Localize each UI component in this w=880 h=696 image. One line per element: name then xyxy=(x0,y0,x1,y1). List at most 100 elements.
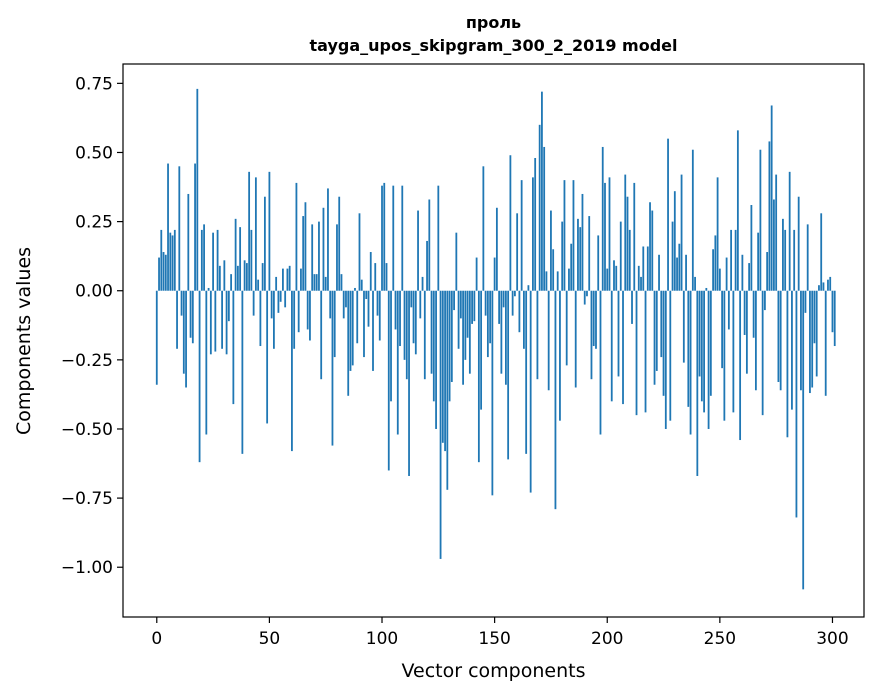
bar-116 xyxy=(417,210,419,291)
bar-106 xyxy=(394,290,397,330)
bar-136 xyxy=(462,290,464,385)
bar-276 xyxy=(777,290,780,382)
bar-27 xyxy=(216,229,219,291)
bar-118 xyxy=(421,276,424,291)
bar-21 xyxy=(203,224,205,291)
bar-55 xyxy=(279,290,282,302)
bar-181 xyxy=(563,180,566,291)
bar-292 xyxy=(813,290,816,344)
bar-192 xyxy=(588,216,591,291)
bar-284 xyxy=(795,290,798,518)
x-tick-label: 300 xyxy=(816,629,848,649)
bar-46 xyxy=(259,290,262,347)
bar-70 xyxy=(313,274,316,291)
bar-252 xyxy=(723,290,726,421)
bar-242 xyxy=(700,290,703,402)
bar-280 xyxy=(786,290,789,438)
bar-246 xyxy=(709,290,712,396)
bar-73 xyxy=(320,290,323,380)
bar-189 xyxy=(581,193,584,291)
bar-275 xyxy=(775,174,778,291)
bar-44 xyxy=(254,177,257,291)
bar-293 xyxy=(815,290,818,377)
bar-132 xyxy=(453,290,455,311)
bar-162 xyxy=(520,180,523,291)
x-axis-label: Vector components xyxy=(402,660,586,682)
bar-98 xyxy=(376,290,379,316)
bar-90 xyxy=(358,213,361,291)
bar-207 xyxy=(622,290,624,405)
bar-202 xyxy=(610,290,613,402)
bar-130 xyxy=(448,290,451,402)
bar-184 xyxy=(570,243,573,291)
bar-285 xyxy=(797,196,800,291)
bar-111 xyxy=(405,290,408,380)
bar-179 xyxy=(559,290,561,421)
bar-230 xyxy=(673,191,676,291)
bar-255 xyxy=(730,229,733,291)
y-tick-label: 0.00 xyxy=(75,282,113,302)
bar-166 xyxy=(529,290,532,493)
bar-270 xyxy=(764,290,766,311)
bar-193 xyxy=(590,290,593,380)
bar-241 xyxy=(698,290,701,377)
bar-222 xyxy=(655,290,658,371)
bar-231 xyxy=(676,257,678,291)
bar-133 xyxy=(455,232,458,291)
chart-subtitle: tayga_upos_skipgram_300_2_2019 model xyxy=(310,36,678,55)
bar-131 xyxy=(450,290,453,382)
y-tick-label: −1.00 xyxy=(61,558,113,578)
bar-71 xyxy=(315,274,318,291)
bar-88 xyxy=(354,287,356,291)
bar-247 xyxy=(712,249,714,291)
bar-205 xyxy=(617,290,620,377)
bar-265 xyxy=(752,290,755,338)
y-axis-ticks: 0.75 0.50 0.25 0.00 −0.25 −0.50 −0.75 −1.00 xyxy=(61,74,123,578)
y-tick-label: 0.25 xyxy=(75,213,113,233)
bar-163 xyxy=(523,290,525,349)
bar-289 xyxy=(806,224,809,291)
bar-123 xyxy=(432,290,435,402)
bar-89 xyxy=(356,290,359,344)
bar-2 xyxy=(160,229,163,291)
bar-254 xyxy=(727,290,730,330)
bar-112 xyxy=(408,290,410,476)
bar-65 xyxy=(302,216,305,291)
bar-217 xyxy=(644,290,647,413)
bar-35 xyxy=(234,218,237,291)
bar-208 xyxy=(624,174,627,291)
bar-104 xyxy=(390,290,392,402)
x-tick-label: 150 xyxy=(478,629,510,649)
bar-32 xyxy=(227,290,230,322)
bar-301 xyxy=(833,290,836,347)
bar-114 xyxy=(412,290,415,344)
bar-26 xyxy=(214,290,217,352)
y-tick-label: −0.50 xyxy=(61,420,113,440)
bar-76 xyxy=(327,188,329,291)
bar-54 xyxy=(277,290,280,313)
bar-268 xyxy=(759,149,762,291)
bar-11 xyxy=(180,290,183,316)
bar-67 xyxy=(306,290,309,330)
bar-243 xyxy=(703,290,705,413)
bar-178 xyxy=(556,271,559,291)
bar-164 xyxy=(525,290,528,454)
bar-139 xyxy=(468,290,471,374)
bar-183 xyxy=(568,268,570,291)
bar-185 xyxy=(572,180,575,291)
x-tick-label: 0 xyxy=(151,629,162,649)
bar-186 xyxy=(574,290,577,388)
bar-173 xyxy=(545,271,548,291)
bar-63 xyxy=(297,290,300,333)
bar-7 xyxy=(171,235,174,291)
bar-200 xyxy=(606,268,609,291)
bar-204 xyxy=(615,265,618,291)
bar-36 xyxy=(236,265,239,291)
bar-259 xyxy=(739,290,742,441)
bar-43 xyxy=(252,290,255,316)
bar-153 xyxy=(500,290,503,374)
bar-282 xyxy=(791,290,793,410)
x-tick-label: 250 xyxy=(704,629,736,649)
bar-3 xyxy=(162,252,165,291)
y-tick-label: −0.25 xyxy=(61,351,113,371)
